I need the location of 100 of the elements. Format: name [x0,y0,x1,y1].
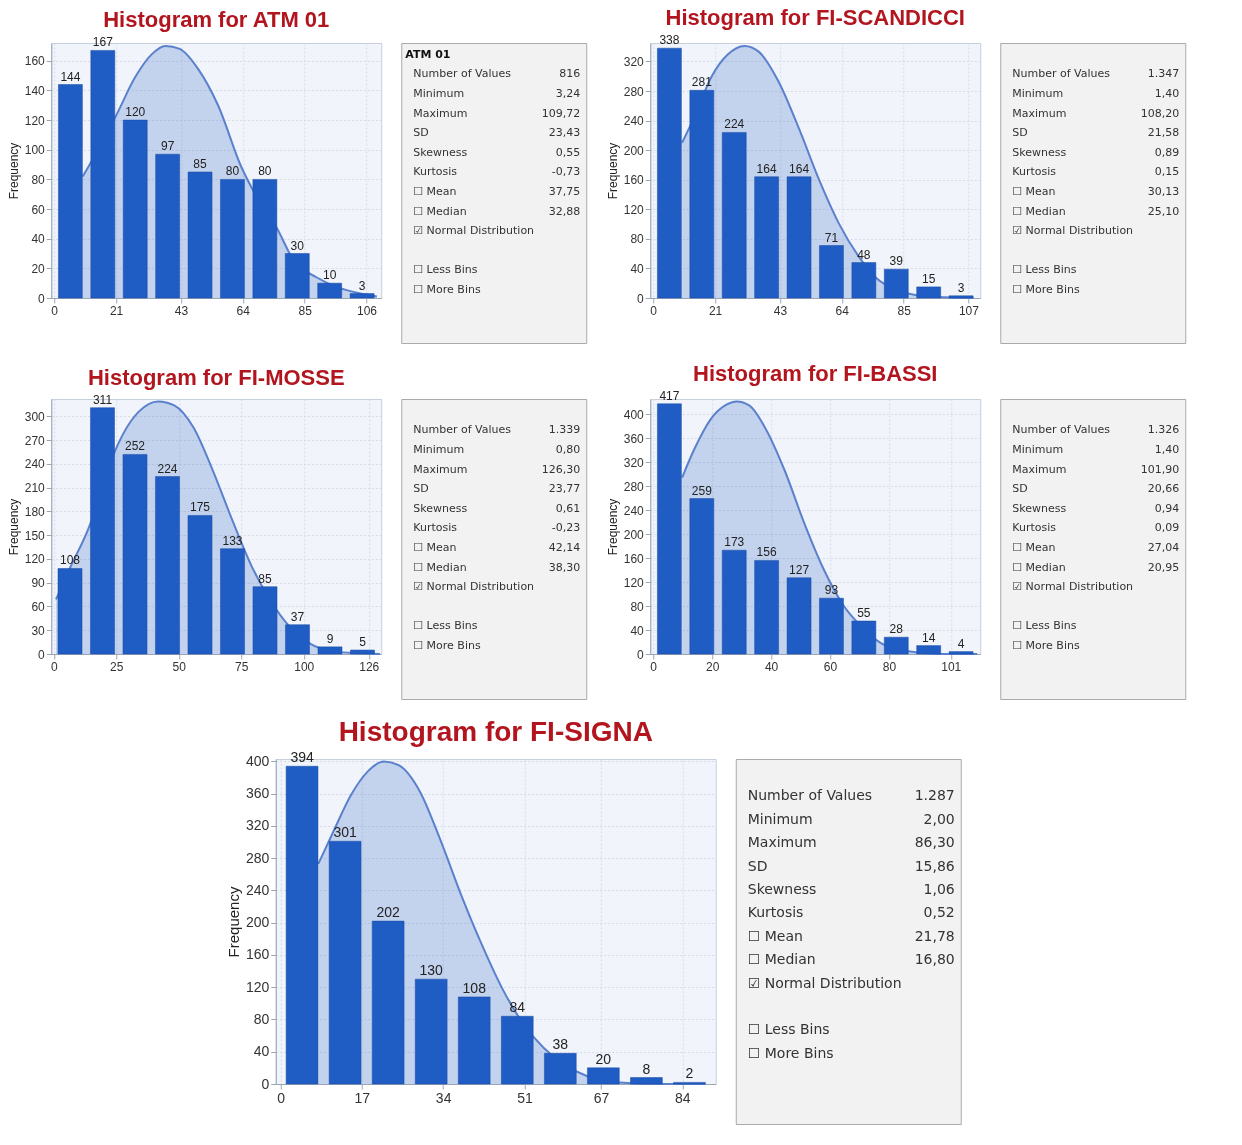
category-label: ☐ Median [413,560,467,574]
y-tick-label: 40 [31,232,46,247]
category-label: Skewness [413,501,468,515]
text: 0,55 [555,145,581,159]
text: 32,88 [548,204,581,218]
data-label: 224 [724,117,745,132]
text: 1.326 [1147,423,1180,437]
y-tick-label: 360 [245,785,270,802]
data-label: 120 [125,105,146,120]
y-tick-label: 280 [623,84,645,99]
x-tick-label: 84 [674,1089,691,1106]
x-tick-label: 34 [435,1089,452,1106]
data-label: 37 [290,609,305,624]
data-label: 108 [462,979,487,996]
data-label: 71 [824,230,839,245]
text: 109,72 [541,106,581,120]
x-tick-label: 107 [958,303,980,318]
text: 3,24 [555,86,581,100]
text: 23,77 [548,482,581,496]
y-tick-label: 20 [31,261,46,276]
category-label: Kurtosis [1012,165,1057,179]
x-tick-label: 0 [277,1089,286,1106]
text: 816 [559,67,581,81]
category-label: ☐ Mean [1012,540,1056,554]
data-label: 48 [857,247,871,262]
category-label: ☐ Less Bins [413,263,478,277]
y-tick-label: 60 [31,202,46,217]
category-label: ☐ More Bins [747,1044,834,1061]
text: 0,80 [555,442,581,456]
data-label: 30 [290,238,305,253]
x-tick-label: 40 [764,659,779,674]
x-tick-label: 100 [294,659,315,674]
data-label: 97 [160,139,175,154]
y-tick-label: 320 [245,817,270,834]
text: 126,30 [541,462,581,476]
y-tick-label: 120 [24,552,46,567]
text: 0,52 [923,904,955,921]
text: 16,80 [914,951,955,968]
data-label: 252 [124,439,146,454]
x-tick-label: 85 [298,303,313,318]
y-tick-label: 40 [630,261,645,276]
data-label: 80 [225,164,240,179]
text: 0,94 [1154,501,1180,515]
category-label: Maximum [413,462,468,476]
category-label: ☐ Median [1012,204,1066,218]
category-label: ☑ Normal Distribution [413,224,535,238]
text: 1.347 [1147,67,1180,81]
x-tick-label: 80 [882,659,897,674]
x-tick-label: 0 [650,303,658,318]
category-label: Kurtosis [1012,521,1057,535]
x-tick-label: 67 [593,1089,610,1106]
data-label: 311 [92,392,113,407]
y-tick-label: 240 [245,881,270,898]
text: 0,61 [555,501,581,515]
text: 25,10 [1147,204,1180,218]
y-tick-label: 0 [261,1075,270,1092]
text: 21,58 [1147,126,1180,140]
text: 37,75 [548,184,581,198]
x-tick-label: 43 [773,303,788,318]
data-label: 173 [724,535,745,550]
y-tick-label: 200 [623,143,645,158]
category-label: Skewness [1012,501,1067,515]
category-label: ☑ Normal Distribution [413,580,535,594]
data-label: 130 [419,962,444,979]
category-label: Minimum [413,86,465,100]
text: 20,95 [1147,560,1180,574]
text: 42,14 [548,540,581,554]
x-tick-label: 51 [517,1089,533,1106]
category-label: SD [413,482,429,496]
y-tick-label: 240 [623,114,645,129]
category-label: Maximum [413,106,468,120]
chart-title: Histogram for FI-SIGNA [338,716,653,748]
category-label: Number of Values [1012,67,1111,81]
category-label: ☐ Less Bins [1012,619,1077,633]
text: 27,04 [1147,540,1180,554]
category-label: Maximum [747,834,817,851]
data-label: 167 [92,35,114,50]
data-label: 85 [193,156,208,171]
category-label: Maximum [1012,462,1067,476]
category-label: ☐ Mean [1012,184,1056,198]
data-label: 8 [642,1060,651,1077]
text: 1.339 [548,423,581,437]
y-tick-label: 210 [24,481,46,496]
y-tick-label: 280 [245,849,270,866]
y-tick-label: 180 [24,504,46,519]
category-label: ☐ Mean [747,927,803,944]
category-label: Minimum [747,810,813,827]
x-tick-label: 0 [51,303,59,318]
data-label: 156 [756,545,777,560]
y-tick-label: 0 [38,647,46,662]
y-tick-label: 120 [24,113,46,128]
data-label: 55 [857,606,871,620]
y-tick-label: 90 [31,576,46,591]
y-tick-label: 160 [245,946,270,963]
y-tick-label: 400 [245,752,270,769]
data-label: 133 [222,533,243,548]
y-tick-label: 140 [24,83,46,98]
category-label: ☐ More Bins [1012,638,1080,652]
x-tick-label: 17 [354,1089,371,1106]
text: -0,73 [551,165,581,179]
